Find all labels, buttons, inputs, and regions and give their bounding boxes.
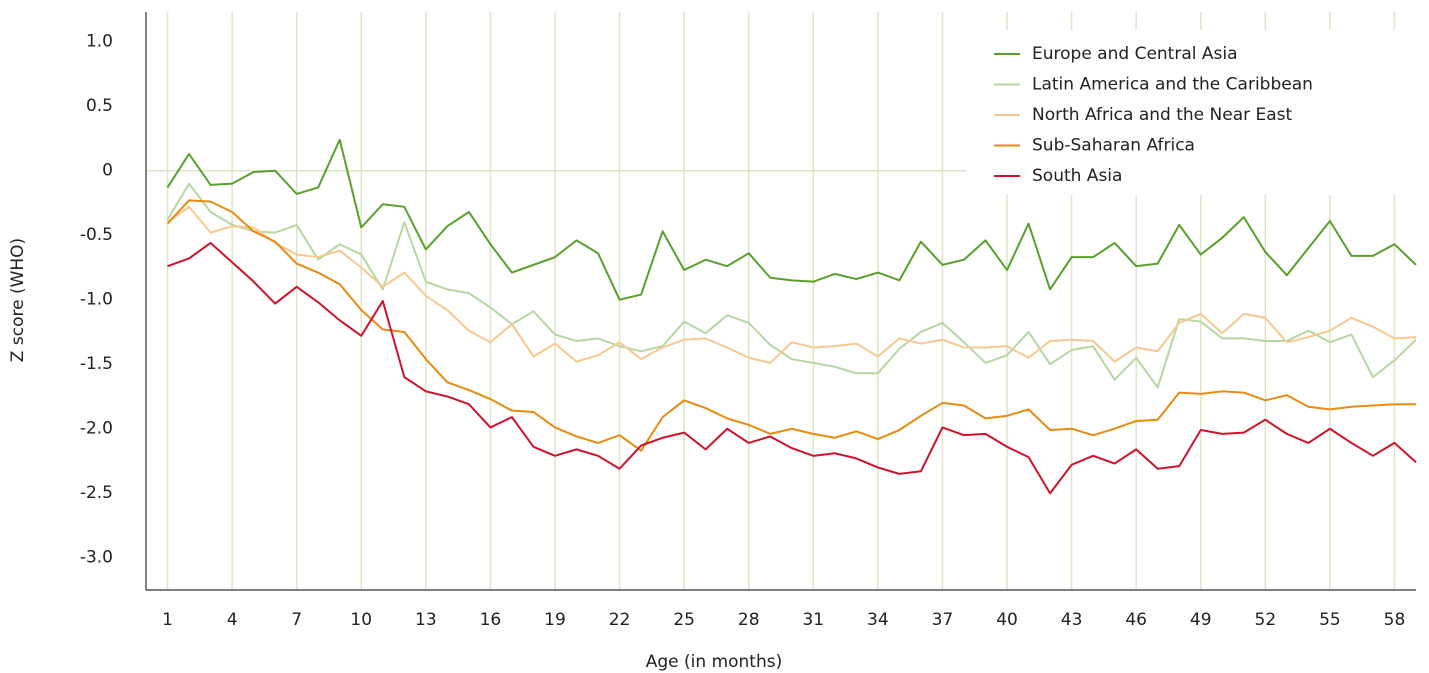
x-tick-label: 52 bbox=[1255, 610, 1277, 630]
x-tick-label: 37 bbox=[932, 610, 954, 630]
legend-label: South Asia bbox=[1032, 166, 1122, 186]
y-axis-label: Z score (WHO) bbox=[8, 238, 28, 362]
x-tick-label: 34 bbox=[867, 610, 889, 630]
series-line bbox=[166, 182, 1417, 389]
x-tick-label: 25 bbox=[673, 610, 695, 630]
legend-label: North Africa and the Near East bbox=[1032, 105, 1293, 125]
y-tick-label: 0 bbox=[102, 161, 113, 181]
x-tick-label: 55 bbox=[1319, 610, 1341, 630]
x-tick-label: 13 bbox=[415, 610, 437, 630]
series-line bbox=[166, 199, 1416, 452]
series-line bbox=[166, 138, 1417, 301]
y-tick-label: -2.5 bbox=[80, 483, 113, 503]
legend-background bbox=[966, 30, 1416, 195]
x-tick-label: 31 bbox=[802, 610, 824, 630]
y-tick-label: -0.5 bbox=[80, 225, 113, 245]
x-tick-label: 40 bbox=[996, 610, 1018, 630]
legend-label: Sub-Saharan Africa bbox=[1032, 136, 1195, 156]
x-tick-label: 7 bbox=[291, 610, 302, 630]
y-tick-label: 1.0 bbox=[86, 32, 113, 52]
x-tick-label: 19 bbox=[544, 610, 566, 630]
legend-label: Europe and Central Asia bbox=[1032, 44, 1238, 64]
series-line bbox=[166, 205, 1417, 364]
x-tick-label: 22 bbox=[609, 610, 631, 630]
x-tick-label: 49 bbox=[1190, 610, 1212, 630]
x-tick-label: 43 bbox=[1061, 610, 1083, 630]
y-tick-label: -1.0 bbox=[80, 290, 113, 310]
x-tick-label: 16 bbox=[480, 610, 502, 630]
x-tick-label: 46 bbox=[1125, 610, 1147, 630]
x-tick-label: 58 bbox=[1384, 610, 1406, 630]
y-tick-label: 0.5 bbox=[86, 96, 113, 116]
y-tick-label: -2.0 bbox=[80, 419, 113, 439]
series-line bbox=[167, 241, 1417, 495]
x-tick-label: 10 bbox=[350, 610, 372, 630]
x-tick-label: 1 bbox=[162, 610, 173, 630]
x-tick-label: 28 bbox=[738, 610, 760, 630]
y-tick-label: -3.0 bbox=[80, 548, 113, 568]
legend: Europe and Central Asia Latin America and… bbox=[966, 30, 1416, 195]
legend-label: Latin America and the Caribbean bbox=[1032, 75, 1313, 95]
x-axis-label: Age (in months) bbox=[646, 652, 782, 672]
y-tick-label: -1.5 bbox=[80, 354, 113, 374]
x-tick-label: 4 bbox=[227, 610, 238, 630]
